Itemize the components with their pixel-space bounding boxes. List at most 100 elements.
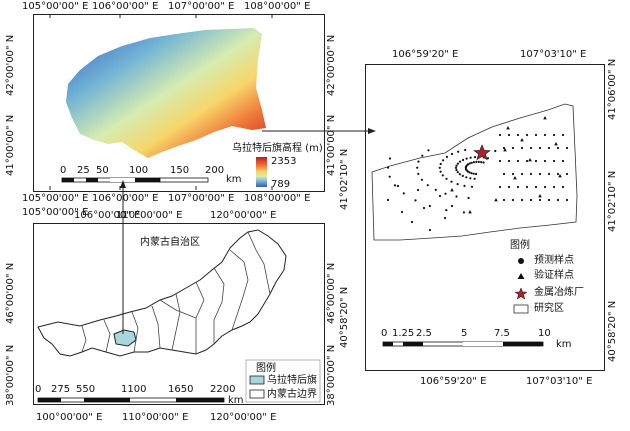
sample-point: [475, 160, 478, 163]
sample-point: [445, 177, 448, 180]
sample-point: [543, 185, 547, 189]
sample-bottom-tick-1: 106°59'20" E: [420, 376, 487, 387]
dem-bottom-tick-2: 106°00'00" E: [92, 193, 159, 204]
sample-point: [456, 171, 459, 174]
sample-legend-predict: 预测样点: [534, 255, 574, 266]
sample-point: [511, 198, 515, 202]
sample-point: [414, 199, 417, 202]
sample-point: [520, 172, 524, 176]
validation-point: [554, 142, 558, 146]
sample-point: [534, 185, 538, 189]
dem-top-tick-3: 107°00'00" E: [168, 1, 235, 12]
sample-scale-label-10: 10: [538, 328, 551, 339]
sample-point: [502, 198, 506, 202]
sample-point: [410, 220, 414, 224]
sample-point: [538, 146, 542, 150]
dem-top-tick-2: 106°00'00" E: [92, 1, 159, 12]
sample-point: [470, 161, 473, 164]
sample-point: [393, 184, 397, 187]
sample-point: [464, 148, 467, 152]
sample-point: [543, 133, 547, 137]
sample-point: [469, 177, 472, 180]
sample-point: [456, 183, 459, 186]
sample-point: [556, 146, 560, 150]
sample-point: [402, 192, 405, 195]
validation-point: [468, 210, 472, 214]
sample-scale-label-7.5: 7.5: [494, 328, 510, 339]
sample-point: [455, 169, 458, 172]
sample-legend-title: 图例: [510, 240, 530, 251]
sample-point: [444, 192, 447, 195]
sample-point: [450, 180, 453, 183]
sample-point: [421, 154, 424, 157]
sample-top-tick-1: 106°59'20" E: [392, 49, 459, 60]
dem-bottom-tick-4: 108°00'00" E: [244, 193, 311, 204]
sample-point: [438, 194, 442, 198]
validation-point: [494, 198, 498, 202]
sample-point: [470, 185, 474, 188]
sample-point: [468, 162, 471, 165]
sample-legend-area: 研究区: [534, 303, 564, 314]
sample-point: [547, 146, 551, 150]
sample-point: [472, 161, 475, 164]
sample-scale-label-0: 0: [381, 328, 388, 339]
region-scale-label-1650: 1650: [168, 384, 194, 395]
sample-legend-validate: 验证样点: [534, 270, 574, 281]
sample-point: [469, 156, 472, 159]
sample-point: [507, 159, 511, 163]
sample-point: [455, 164, 458, 167]
validation-point: [506, 126, 510, 130]
inner-mongolia-boundary: [37, 229, 287, 357]
sample-point: [547, 172, 551, 176]
sample-point: [498, 185, 502, 189]
sample-point: [466, 163, 470, 166]
region-bottom-tick-2: 110°00'00" E: [122, 412, 189, 423]
sample-top-tick-2: 107°03'10" E: [520, 49, 587, 60]
dem-bottom-tick-3: 107°00'00" E: [168, 193, 235, 204]
validation-point: [538, 194, 542, 198]
sample-point: [538, 198, 542, 202]
sample-point: [494, 149, 497, 153]
sample-scale-label-5: 5: [461, 328, 468, 339]
sample-point: [388, 175, 391, 178]
region-scale-label-2200: 2200: [210, 384, 236, 395]
sample-point: [386, 166, 390, 169]
sample-point: [462, 158, 465, 162]
sample-point: [470, 172, 473, 175]
sample-point: [416, 166, 419, 169]
urad-rear-banner: [113, 329, 137, 347]
dem-scale-label-0: 0: [60, 165, 67, 176]
region-scale-label-0: 0: [35, 384, 42, 395]
sample-point: [456, 162, 459, 165]
dem-legend-title: 乌拉特后旗高程 (m): [232, 143, 323, 154]
sample-point: [482, 161, 485, 164]
legend-box-icon: [513, 304, 529, 314]
league-boundaries: [81, 231, 271, 354]
dem-scale-label-150: 150: [170, 165, 190, 176]
sample-point: [465, 157, 468, 160]
sample-point: [442, 159, 445, 162]
sample-point: [454, 166, 458, 169]
sample-point: [450, 204, 454, 208]
sample-point: [426, 184, 429, 187]
sample-point: [520, 198, 524, 202]
sample-point: [416, 188, 420, 192]
sample-point: [457, 150, 460, 153]
sample-point: [428, 228, 432, 232]
sample-point: [400, 210, 404, 214]
sample-point: [396, 184, 400, 188]
sample-point: [565, 198, 569, 202]
sample-point: [547, 198, 551, 202]
sample-point: [565, 172, 569, 176]
sample-point: [525, 159, 529, 163]
sample-point: [427, 149, 430, 152]
sample-legend-smelter: 金属冶炼厂: [534, 287, 584, 298]
validation-point: [558, 174, 562, 178]
sample-point: [529, 198, 533, 202]
sample-point: [498, 159, 502, 163]
sample-point: [556, 198, 560, 202]
sample-point: [417, 160, 420, 163]
sample-point: [502, 172, 506, 176]
sample-point: [445, 155, 448, 158]
